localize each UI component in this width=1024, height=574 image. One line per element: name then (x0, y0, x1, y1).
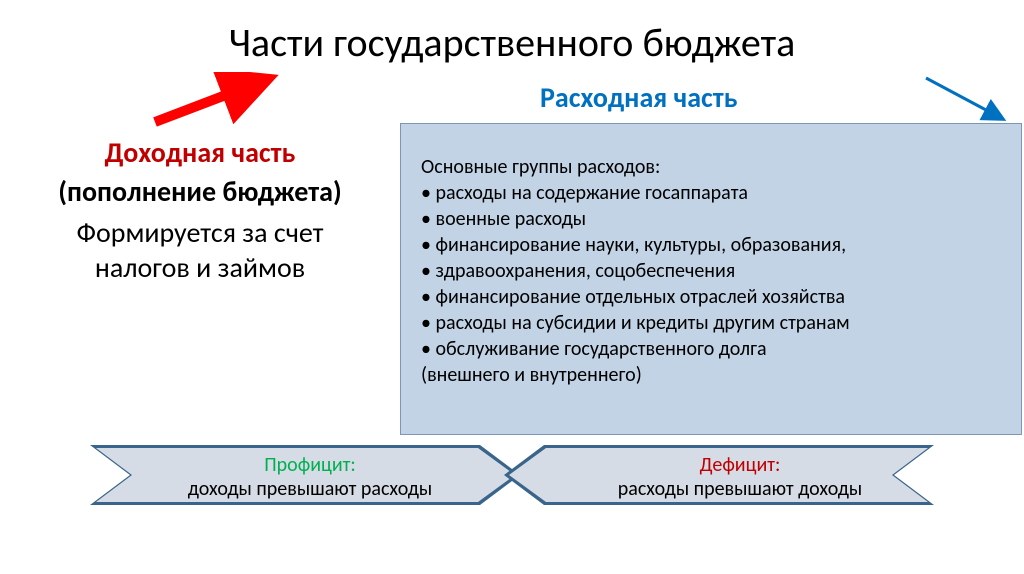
blue-arrow-icon (916, 70, 1016, 130)
income-description: Формируется за счет налогов и займов (40, 215, 360, 285)
proficit-text: Профицит: доходы превышают расходы (160, 453, 460, 501)
deficit-title: Дефицит: (700, 453, 781, 477)
income-subheading: (пополнение бюджета) (40, 174, 360, 209)
bottom-shapes: Профицит: доходы превышают расходы Дефиц… (90, 445, 934, 515)
deficit-desc: расходы превышают доходы (618, 477, 862, 501)
deficit-text: Дефицит: расходы превышают доходы (590, 453, 890, 501)
expense-heading: Расходная часть (540, 80, 738, 115)
expense-box: Основные группы расходов: расходы на сод… (400, 123, 1022, 435)
expense-item: военные расходы (421, 206, 1005, 232)
income-section: Доходная часть (пополнение бюджета) Форм… (40, 135, 360, 285)
expense-item: здравоохранения, соцобеспечения (421, 258, 1005, 284)
page-title: Части государственного бюджета (0, 0, 1024, 67)
expense-list: расходы на содержание госаппарата военны… (421, 180, 1005, 388)
expense-tail: (внешнего и внутреннего) (421, 362, 1005, 388)
expense-item: финансирование науки, культуры, образова… (421, 232, 1005, 258)
expense-item: расходы на субсидии и кредиты другим стр… (421, 310, 1005, 336)
proficit-title: Профицит: (264, 453, 356, 477)
proficit-desc: доходы превышают расходы (188, 477, 432, 501)
expense-intro: Основные группы расходов: (421, 154, 1005, 180)
income-heading: Доходная часть (40, 135, 360, 170)
red-arrow-icon (145, 72, 285, 132)
expense-item: расходы на содержание госаппарата (421, 180, 1005, 206)
expense-item: обслуживание государственного долга (421, 336, 1005, 362)
expense-item: финансирование отдельных отраслей хозяйс… (421, 284, 1005, 310)
